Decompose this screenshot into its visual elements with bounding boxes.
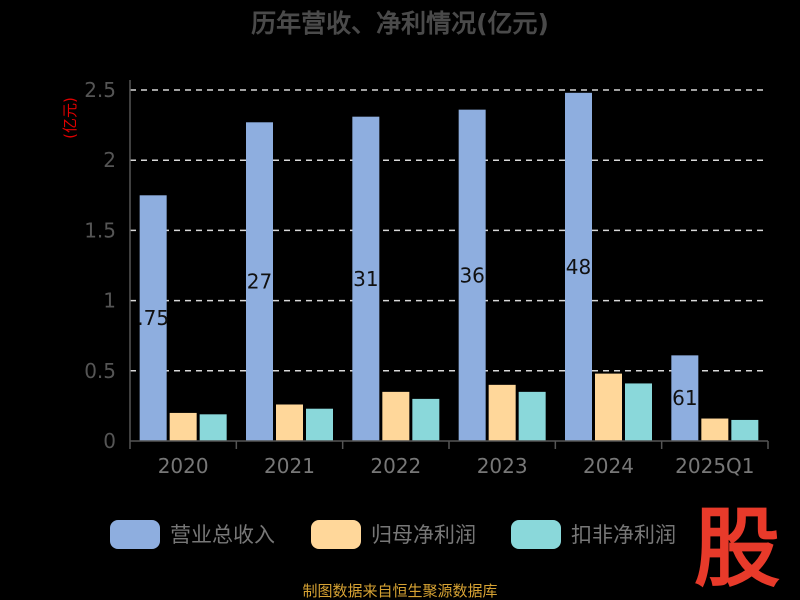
bar-1-2 xyxy=(382,391,410,441)
data-label: 31 xyxy=(353,267,378,291)
y-axis-unit-label: (亿元) xyxy=(61,97,79,139)
x-tick-label: 2022 xyxy=(370,454,421,478)
bar-0-3 xyxy=(458,109,486,441)
bar-0-4 xyxy=(565,92,592,442)
bar-1-1 xyxy=(276,404,303,441)
bar-2-3 xyxy=(518,391,546,441)
x-tick-label: 2020 xyxy=(158,454,209,478)
bar-1-5 xyxy=(701,418,729,441)
bar-1-4 xyxy=(595,373,622,441)
y-tick-label: 0.5 xyxy=(84,359,116,383)
x-tick-label: 2024 xyxy=(583,454,634,478)
data-source-note: 制图数据来自恒生聚源数据库 xyxy=(302,582,497,600)
x-axis: 2020 2021 2022 2023 2024 2025Q1 xyxy=(129,440,769,478)
grid-lines xyxy=(130,89,768,372)
legend-label: 扣非净利润 xyxy=(571,523,676,547)
y-tick-label: 1 xyxy=(103,289,116,313)
legend: 营业总收入 归母净利润 扣非净利润 xyxy=(110,520,676,549)
x-tick-label: 2021 xyxy=(264,454,315,478)
legend-item: 归母净利润 xyxy=(311,520,476,549)
x-tick-label: 2025Q1 xyxy=(675,454,754,478)
legend-swatch xyxy=(511,520,561,549)
bar-2-1 xyxy=(306,408,333,441)
y-tick-label: 2.5 xyxy=(84,78,116,102)
data-label: .75 xyxy=(137,306,169,330)
legend-item: 扣非净利润 xyxy=(511,520,676,549)
legend-label: 营业总收入 xyxy=(170,523,275,547)
data-label: 27 xyxy=(247,270,272,294)
bar-2-4 xyxy=(625,383,652,441)
y-tick-label: 1.5 xyxy=(84,218,116,242)
bar-series: .75 27 31 36 48 61 xyxy=(137,92,759,442)
legend-swatch xyxy=(311,520,361,549)
y-tick-label: 2 xyxy=(103,148,116,172)
bar-1-0 xyxy=(169,412,197,441)
x-tick-label: 2023 xyxy=(477,454,528,478)
legend-item: 营业总收入 xyxy=(110,520,275,549)
chart-title: 历年营收、净利情况(亿元) xyxy=(251,9,549,38)
data-label: 48 xyxy=(566,255,591,279)
bar-0-5 xyxy=(671,355,699,441)
data-label: 36 xyxy=(459,263,484,287)
legend-swatch xyxy=(110,520,160,549)
y-tick-label: 0 xyxy=(103,429,116,453)
bar-1-3 xyxy=(488,384,516,441)
data-label: 61 xyxy=(672,386,697,410)
y-axis-ticks: 0 0.5 1 1.5 2 2.5 xyxy=(84,78,131,453)
bar-2-5 xyxy=(731,419,759,441)
bar-2-2 xyxy=(412,398,440,441)
bar-0-1 xyxy=(246,122,273,442)
bar-0-2 xyxy=(352,116,380,442)
bar-0-0 xyxy=(139,195,167,441)
bar-2-0 xyxy=(199,414,227,441)
logo-mark: 股 xyxy=(694,499,780,599)
legend-label: 归母净利润 xyxy=(371,523,476,547)
